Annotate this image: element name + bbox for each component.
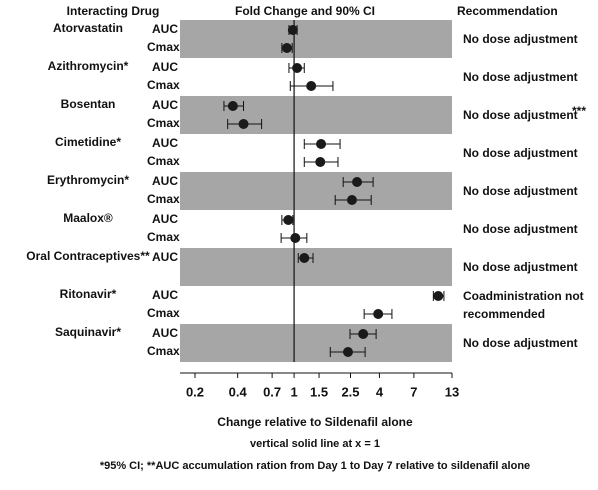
recommendation: No dose adjustment [463,260,578,274]
point-estimate [352,177,363,187]
recommendation: No dose adjustment [463,32,578,46]
reference-note: vertical solid line at x = 1 [250,438,380,450]
x-tick-label: 1 [290,384,297,399]
drug-name: Saquinavir* [55,325,121,339]
recommendation-note: *** [572,104,586,118]
x-tick-label: 13 [445,384,459,399]
recommendation: No dose adjustment [463,146,578,160]
point-estimate [433,291,444,301]
point-estimate [290,233,301,243]
header-plot: Fold Change and 90% CI [235,4,375,18]
param-label: AUC [152,288,178,302]
header-recommendation: Recommendation [457,4,558,18]
point-estimate [342,347,353,357]
drug-name: Bosentan [61,97,116,111]
drug-name: Maalox® [63,211,113,225]
row-band [180,248,452,286]
point-estimate [299,253,310,263]
x-tick-label: 0.7 [263,384,281,399]
drug-name: Oral Contraceptives** [26,249,150,263]
row-band [180,20,452,58]
param-label: AUC [152,326,178,340]
param-label: Cmax [147,344,180,358]
point-estimate [306,81,317,91]
param-label: Cmax [147,116,180,130]
param-label: AUC [152,136,178,150]
point-estimate [358,329,369,339]
x-tick-label: 0.2 [186,384,204,399]
point-estimate [283,215,294,225]
point-estimate [373,309,384,319]
header-drug: Interacting Drug [67,4,160,18]
point-estimate [227,101,238,111]
param-label: Cmax [147,40,180,54]
param-label: Cmax [147,192,180,206]
param-label: AUC [152,98,178,112]
recommendation: No dose adjustment [463,108,578,122]
x-tick-label: 7 [410,384,417,399]
x-tick-label: 2.5 [341,384,359,399]
point-estimate [292,63,303,73]
param-label: Cmax [147,306,180,320]
recommendation: No dose adjustment [463,70,578,84]
param-label: AUC [152,212,178,226]
recommendation: recommended [463,307,545,321]
drug-name: Ritonavir* [60,287,117,301]
x-tick-label: 0.4 [229,384,248,399]
point-estimate [238,119,249,129]
row-band [180,172,452,210]
point-estimate [281,43,292,53]
recommendation: No dose adjustment [463,184,578,198]
point-estimate [315,157,326,167]
recommendation: No dose adjustment [463,222,578,236]
recommendation: No dose adjustment [463,336,578,350]
point-estimate [287,25,298,35]
drug-name: Erythromycin* [47,173,129,187]
param-label: AUC [152,22,178,36]
point-estimate [346,195,357,205]
param-label: AUC [152,174,178,188]
recommendation: Coadministration not [463,289,584,303]
param-label: AUC [152,60,178,74]
drug-name: Cimetidine* [55,135,121,149]
param-label: Cmax [147,154,180,168]
point-estimate [316,139,327,149]
x-tick-label: 1.5 [310,384,328,399]
param-label: Cmax [147,78,180,92]
param-label: AUC [152,250,178,264]
drug-name: Azithromycin* [48,59,129,73]
param-label: Cmax [147,230,180,244]
row-band [180,324,452,362]
row-band [180,96,452,134]
drug-name: Atorvastatin [53,21,123,35]
x-axis-label: Change relative to Sildenafil alone [217,415,413,429]
footnote: *95% CI; **AUC accumulation ration from … [100,460,530,472]
x-tick-label: 4 [376,384,384,399]
